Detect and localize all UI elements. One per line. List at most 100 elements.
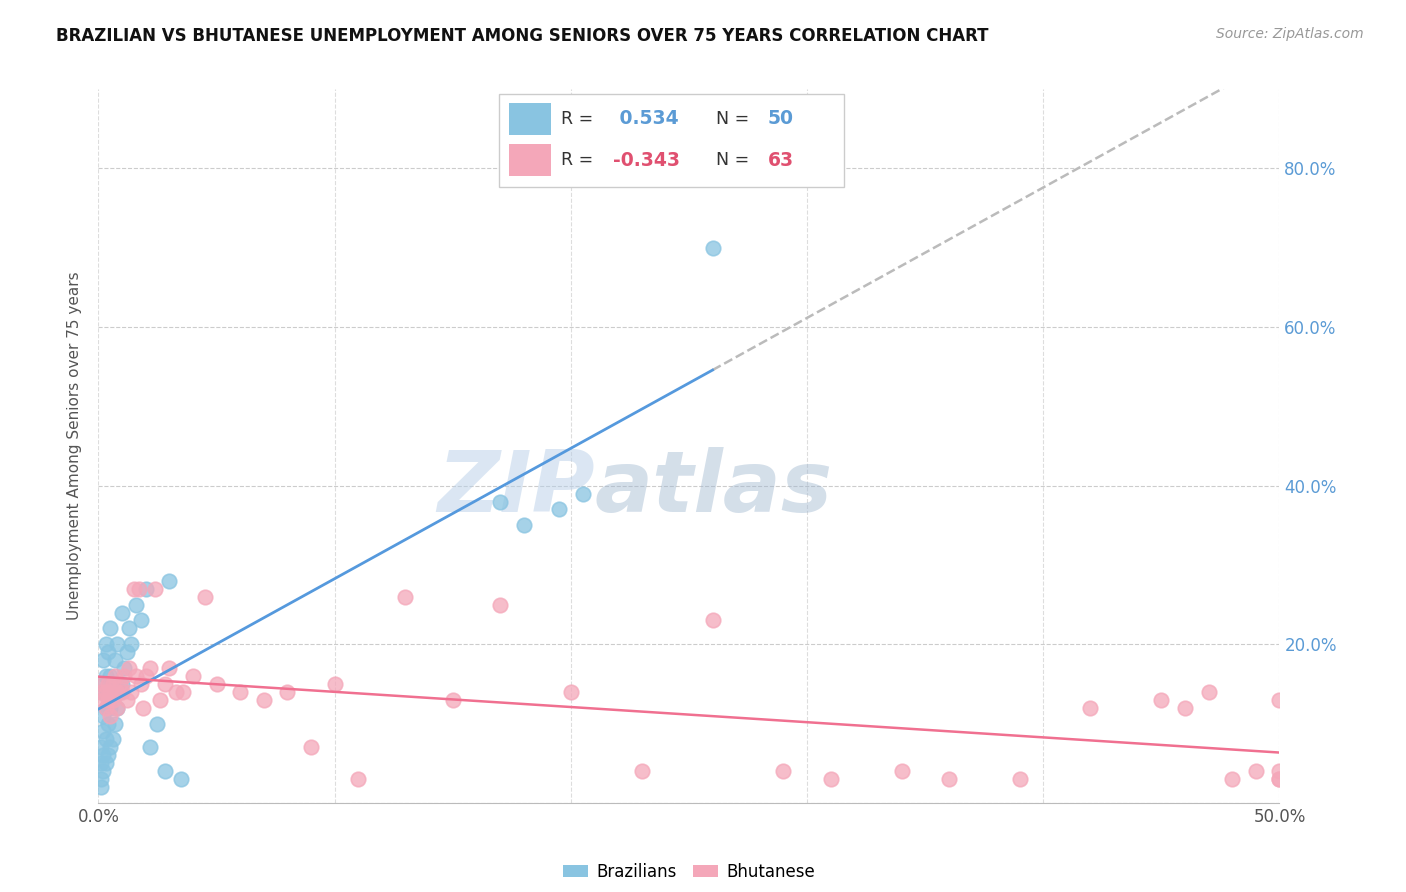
Point — [121, 637, 143, 651]
Point — [101, 677, 124, 691]
Point — [105, 700, 128, 714]
Point — [97, 716, 120, 731]
Point — [1268, 692, 1291, 706]
Point — [94, 732, 117, 747]
FancyBboxPatch shape — [509, 103, 551, 135]
Point — [1008, 772, 1031, 786]
Point — [90, 780, 112, 794]
Text: R =: R = — [561, 110, 599, 128]
Point — [90, 685, 112, 699]
Point — [94, 685, 117, 699]
Point — [101, 692, 124, 706]
Text: 0.534: 0.534 — [613, 110, 679, 128]
Point — [347, 772, 370, 786]
Legend: Brazilians, Bhutanese: Brazilians, Bhutanese — [555, 856, 823, 888]
Point — [170, 772, 193, 786]
Point — [122, 582, 145, 596]
Text: 63: 63 — [768, 151, 794, 169]
Point — [1220, 772, 1243, 786]
Point — [489, 494, 512, 508]
Point — [143, 582, 166, 596]
Point — [129, 614, 152, 628]
Point — [253, 692, 276, 706]
Point — [118, 621, 141, 635]
Point — [571, 486, 593, 500]
Point — [111, 606, 134, 620]
Point — [702, 241, 724, 255]
Point — [153, 764, 176, 778]
FancyBboxPatch shape — [509, 145, 551, 176]
Point — [1244, 764, 1267, 778]
Point — [299, 740, 322, 755]
Point — [323, 677, 346, 691]
Point — [125, 598, 148, 612]
Point — [489, 598, 512, 612]
Point — [111, 685, 134, 699]
Point — [101, 685, 124, 699]
Point — [105, 685, 128, 699]
Point — [132, 700, 155, 714]
Point — [91, 653, 114, 667]
Point — [94, 700, 117, 714]
Point — [128, 582, 150, 596]
Point — [101, 732, 124, 747]
Point — [91, 708, 114, 723]
Point — [165, 685, 187, 699]
Point — [229, 685, 252, 699]
Point — [276, 685, 298, 699]
Point — [98, 700, 121, 714]
Point — [125, 669, 148, 683]
Point — [97, 692, 120, 706]
Point — [97, 685, 120, 699]
Point — [630, 764, 652, 778]
Text: BRAZILIAN VS BHUTANESE UNEMPLOYMENT AMONG SENIORS OVER 75 YEARS CORRELATION CHAR: BRAZILIAN VS BHUTANESE UNEMPLOYMENT AMON… — [56, 27, 988, 45]
Text: -0.343: -0.343 — [613, 151, 681, 169]
Point — [181, 669, 204, 683]
Point — [98, 669, 121, 683]
Point — [1174, 700, 1197, 714]
Point — [394, 590, 416, 604]
Point — [91, 748, 114, 763]
Point — [90, 756, 112, 771]
Point — [98, 685, 121, 699]
Point — [139, 740, 162, 755]
Point — [146, 716, 169, 731]
Text: Source: ZipAtlas.com: Source: ZipAtlas.com — [1216, 27, 1364, 41]
Point — [149, 692, 172, 706]
Point — [139, 661, 162, 675]
Point — [115, 645, 138, 659]
Y-axis label: Unemployment Among Seniors over 75 years: Unemployment Among Seniors over 75 years — [67, 272, 83, 620]
Point — [94, 756, 117, 771]
Point — [1268, 772, 1291, 786]
Point — [129, 677, 152, 691]
Point — [938, 772, 960, 786]
Point — [105, 700, 128, 714]
Point — [94, 669, 117, 683]
Text: R =: R = — [561, 151, 599, 169]
Point — [172, 685, 194, 699]
Point — [104, 653, 127, 667]
Point — [91, 677, 114, 691]
Point — [890, 764, 912, 778]
Point — [121, 685, 143, 699]
Point — [157, 574, 180, 588]
Point — [135, 582, 157, 596]
Point — [90, 772, 112, 786]
Text: N =: N = — [716, 151, 755, 169]
Point — [98, 708, 121, 723]
Point — [1268, 772, 1291, 786]
Point — [98, 621, 121, 635]
Point — [108, 685, 131, 699]
Point — [104, 669, 127, 683]
Point — [194, 590, 217, 604]
Point — [772, 764, 794, 778]
Text: atlas: atlas — [595, 447, 832, 531]
Point — [97, 645, 120, 659]
Point — [157, 661, 180, 675]
Point — [108, 677, 131, 691]
Point — [153, 677, 176, 691]
Point — [91, 764, 114, 778]
Point — [112, 669, 135, 683]
Point — [115, 692, 138, 706]
Point — [94, 700, 117, 714]
